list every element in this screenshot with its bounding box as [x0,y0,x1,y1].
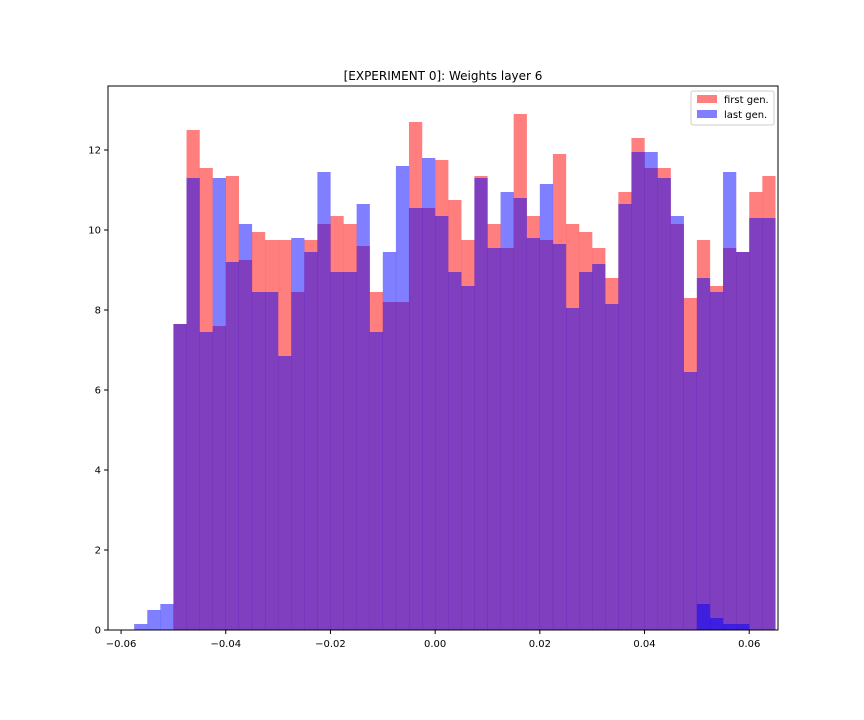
histogram-bar-series-1 [317,172,331,630]
histogram-bar-series-1 [487,248,501,630]
histogram-bar-series-1 [160,604,174,630]
y-tick-label: 12 [88,146,101,157]
histogram-bar-series-1 [186,178,200,630]
x-tick-label: −0.04 [210,639,241,650]
histogram-bar-series-1 [422,158,436,630]
histogram-bar-series-1 [709,618,724,630]
histogram-bar-series-1 [762,218,776,630]
histogram-bar-series-1 [670,216,684,630]
histogram-bar-series-1 [343,272,357,630]
x-tick-label: 0.06 [738,639,760,650]
histogram-bar-series-1 [657,178,671,630]
legend-swatch-last-gen [697,110,717,118]
y-axis: 0 2 4 6 8 10 12 [88,146,108,637]
y-tick-label: 2 [95,546,101,557]
histogram-bar-series-1 [631,152,645,630]
x-tick-label: −0.06 [106,639,137,650]
histogram-bar-series-1 [199,332,213,630]
histogram-bar-series-1 [461,286,475,630]
histogram-bar-series-1 [736,624,750,630]
x-tick-label: 0.02 [529,639,551,650]
histogram-bar-series-1 [566,308,580,630]
histogram-bar-series-1 [173,324,187,630]
histogram-bar-series-1 [696,278,711,630]
x-tick-label: −0.02 [315,639,346,650]
histogram-bar-series-1 [736,252,750,630]
histogram-bar-series-1 [513,198,527,630]
histogram-bar-series-1 [291,238,305,630]
histogram-bar-series-1 [618,204,632,630]
histogram-bar-series-1 [683,372,698,630]
histogram-bar-series-1 [356,204,370,630]
histogram-bar-series-1 [147,610,161,630]
y-tick-label: 10 [88,226,101,237]
x-tick-label: 0.00 [424,639,446,650]
legend-label-last-gen: last gen. [724,110,767,121]
histogram-bar-series-1 [539,184,554,630]
histogram-bar-series-1 [500,192,514,630]
histogram-bar-series-1 [251,292,266,630]
histogram-bar-series-1 [723,624,737,630]
axes-frame [107,85,779,631]
histogram-bar-series-1 [644,152,658,630]
x-axis: −0.06 −0.04 −0.02 0.00 0.02 0.04 0.06 [106,630,760,650]
y-tick-label: 4 [95,466,101,477]
histogram-bar-series-1 [448,272,462,630]
legend: first gen. last gen. [690,90,775,126]
y-tick-label: 8 [95,306,101,317]
histogram-bars [134,114,776,630]
histogram-bar-series-1 [382,252,397,630]
histogram-bar-series-1 [330,272,344,630]
legend-swatch-first-gen [697,95,717,103]
histogram-bar-series-1 [265,292,279,630]
histogram-bar-series-1 [408,208,423,630]
histogram-bar-series-1 [278,356,292,630]
histogram-bar-series-1 [749,218,763,630]
legend-label-first-gen: first gen. [724,95,769,106]
histogram-bar-series-1 [238,224,253,630]
x-tick-label: 0.04 [633,639,655,650]
chart-title: [EXPERIMENT 0]: Weights layer 6 [344,69,543,83]
histogram-bar-series-1 [212,178,226,630]
histogram-bar-series-1 [552,244,567,630]
histogram-bar-series-1 [134,624,148,630]
histogram-bar-series-1 [435,216,449,630]
histogram-bar-series-1 [304,252,318,630]
histogram-bar-series-1 [395,166,410,630]
histogram-bar-series-1 [474,178,488,630]
histogram-bar-series-1 [225,262,240,630]
histogram-bar-series-1 [709,292,724,630]
y-tick-label: 0 [95,626,101,637]
histogram-bar-series-1 [579,272,593,630]
histogram-bar-series-1 [605,304,619,630]
y-tick-label: 6 [95,386,101,397]
histogram-bar-series-1 [723,172,737,630]
histogram-bar-series-1 [592,264,606,630]
histogram-bar-series-1 [369,332,383,630]
histogram-bar-series-1 [696,604,711,630]
histogram-bar-series-1 [526,238,540,630]
